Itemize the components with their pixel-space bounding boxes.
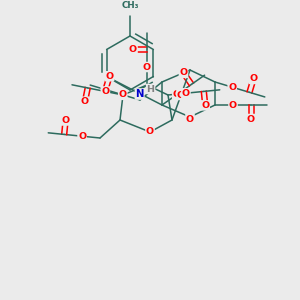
- Text: N: N: [135, 89, 144, 99]
- Text: O: O: [146, 128, 154, 136]
- Text: O: O: [61, 116, 70, 125]
- Text: O: O: [129, 44, 137, 53]
- Text: O: O: [78, 132, 86, 141]
- Text: O: O: [247, 115, 255, 124]
- Text: O: O: [201, 101, 209, 110]
- Text: O: O: [106, 72, 114, 81]
- Text: O: O: [101, 87, 110, 96]
- Text: O: O: [229, 100, 237, 109]
- Text: O: O: [179, 68, 188, 77]
- Text: O: O: [177, 91, 185, 100]
- Text: O: O: [186, 115, 194, 124]
- Text: H: H: [147, 85, 154, 94]
- Text: O: O: [81, 97, 89, 106]
- Text: O: O: [143, 62, 151, 71]
- Text: O: O: [173, 90, 181, 99]
- Text: O: O: [182, 89, 190, 98]
- Text: O: O: [119, 90, 127, 99]
- Text: O: O: [249, 74, 258, 83]
- Text: CH₃: CH₃: [121, 2, 139, 10]
- Text: O: O: [228, 83, 236, 92]
